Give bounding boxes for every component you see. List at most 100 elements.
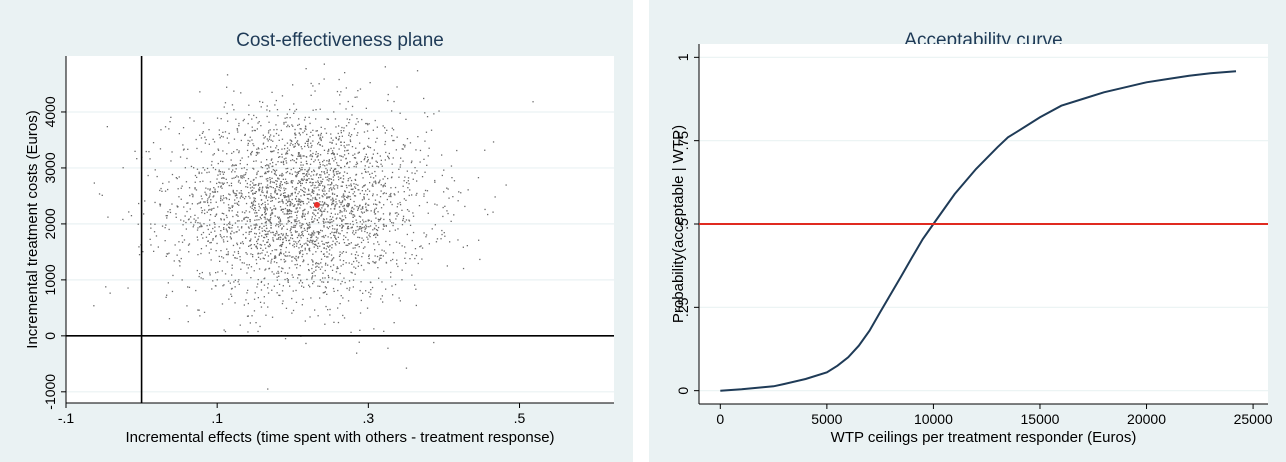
scatter-point (331, 202, 333, 204)
scatter-point (234, 202, 236, 204)
scatter-point (349, 139, 351, 141)
scatter-point (240, 227, 243, 229)
scatter-point (312, 260, 314, 262)
scatter-point (197, 239, 199, 241)
scatter-point (105, 286, 107, 288)
scatter-point (402, 219, 404, 222)
scatter-point (199, 91, 201, 93)
scatter-point (457, 239, 459, 241)
scatter-point (241, 241, 244, 243)
scatter-point (425, 236, 427, 238)
scatter-point (325, 203, 327, 205)
scatter-point (254, 227, 256, 229)
scatter-point (385, 240, 387, 243)
scatter-point (332, 179, 335, 181)
scatter-point (361, 212, 364, 214)
scatter-point (328, 150, 330, 152)
scatter-point (385, 151, 387, 154)
scatter-point (229, 227, 231, 229)
scatter-point (237, 176, 239, 178)
scatter-point (407, 187, 409, 189)
scatter-point (374, 213, 377, 215)
scatter-point (321, 136, 324, 138)
scatter-point (204, 201, 206, 203)
scatter-point (462, 246, 464, 248)
scatter-point (357, 184, 359, 186)
scatter-point (289, 255, 291, 257)
scatter-point (240, 268, 242, 270)
scatter-point (220, 186, 222, 188)
scatter-point (302, 179, 304, 182)
scatter-point (376, 126, 378, 128)
scatter-point (279, 156, 281, 158)
scatter-point (412, 178, 414, 180)
scatter-point (340, 130, 342, 132)
scatter-point (336, 241, 338, 243)
scatter-point (304, 229, 306, 231)
scatter-point (241, 262, 243, 264)
scatter-point (335, 136, 337, 139)
scatter-point (298, 123, 300, 126)
scatter-point (356, 205, 358, 208)
scatter-point (247, 315, 249, 317)
scatter-point (379, 201, 381, 204)
scatter-point (326, 256, 328, 258)
scatter-point (204, 136, 206, 138)
scatter-point (341, 220, 343, 222)
scatter-point (412, 231, 415, 234)
scatter-point (357, 189, 359, 191)
scatter-point (274, 190, 277, 192)
scatter-point (271, 158, 273, 160)
scatter-point (264, 136, 266, 138)
scatter-point (225, 253, 228, 256)
scatter-point (279, 294, 281, 297)
scatter-point (170, 116, 172, 118)
scatter-point (312, 230, 315, 232)
scatter-point (355, 267, 357, 269)
scatter-point (255, 245, 257, 247)
scatter-point (372, 193, 374, 195)
scatter-point (261, 167, 264, 169)
scatter-point (168, 128, 170, 130)
scatter-point (265, 268, 267, 270)
scatter-point (271, 177, 273, 179)
scatter-point (349, 161, 351, 163)
scatter-point (323, 243, 325, 245)
scatter-point (341, 201, 343, 203)
scatter-point (443, 191, 445, 193)
scatter-point (361, 256, 363, 258)
scatter-point (268, 167, 270, 169)
scatter-point (270, 227, 272, 229)
scatter-point (329, 178, 331, 180)
scatter-point (179, 265, 181, 267)
scatter-point (299, 235, 301, 237)
scatter-point (253, 270, 255, 272)
scatter-point (343, 171, 346, 173)
scatter-point (323, 159, 325, 161)
scatter-point (285, 202, 287, 205)
scatter-point (365, 227, 367, 229)
scatter-point (300, 246, 303, 248)
scatter-point (308, 284, 310, 286)
scatter-point (346, 196, 348, 198)
scatter-point (323, 236, 325, 239)
scatter-point (428, 147, 430, 149)
scatter-point (350, 271, 352, 273)
scatter-point (226, 198, 228, 200)
scatter-point (376, 194, 378, 196)
scatter-point (366, 156, 369, 158)
scatter-point (416, 192, 418, 195)
scatter-point (343, 242, 346, 244)
scatter-point (291, 186, 294, 188)
scatter-point (331, 244, 333, 246)
scatter-point (248, 245, 250, 247)
scatter-point (298, 144, 300, 146)
scatter-point (411, 274, 413, 276)
scatter-point (330, 260, 333, 262)
scatter-point (331, 225, 334, 227)
scatter-point (229, 282, 231, 284)
scatter-point (322, 190, 324, 192)
scatter-point (302, 213, 304, 215)
scatter-point (283, 158, 286, 160)
scatter-point (328, 190, 330, 192)
